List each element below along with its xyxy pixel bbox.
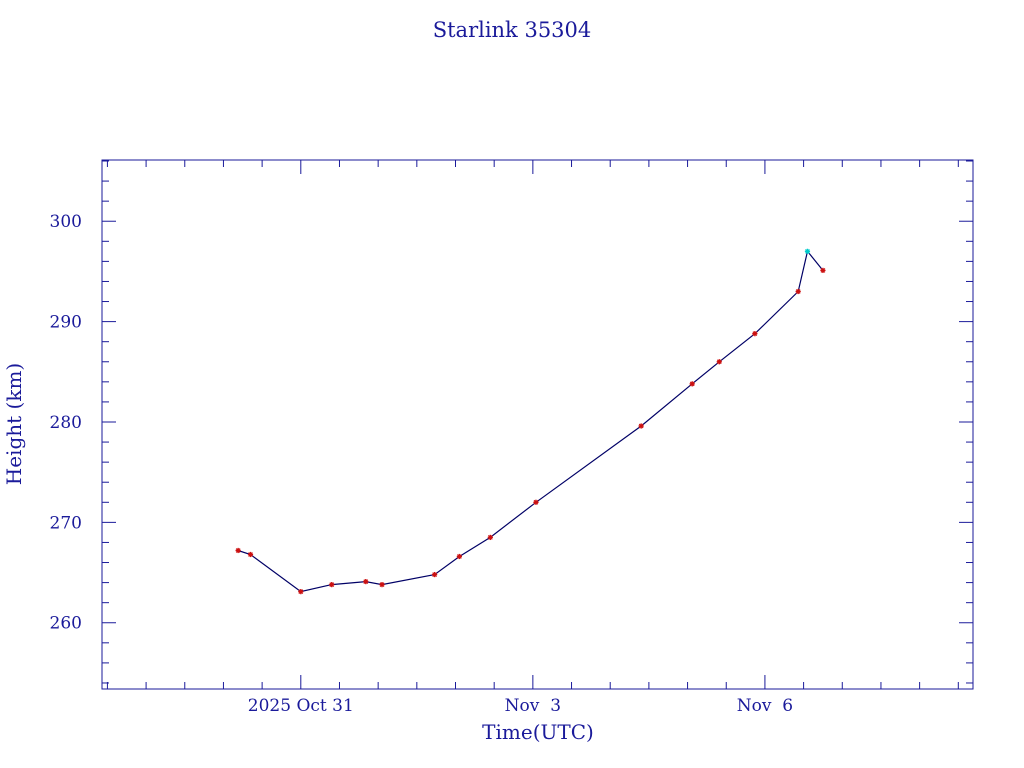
data-point [795,288,801,295]
plot-frame [101,159,974,690]
data-point [247,551,254,558]
data-point [487,534,493,541]
data-point [752,331,758,337]
y-tick-label: 300 [50,212,82,232]
x-tick-label: Nov 6 [737,696,793,716]
data-point [804,248,811,254]
data-points [235,248,826,595]
data-point [379,582,385,588]
data-point [533,499,539,505]
y-tick-label: 270 [50,513,82,533]
data-point [432,571,438,578]
y-axis-label: Height (km) [2,363,26,485]
data-point [235,547,241,554]
data-point [716,359,722,365]
data-point [456,553,462,560]
data-point [363,578,369,585]
x-axis: 2025 Oct 31 Nov 3 Nov 6 [106,160,959,716]
chart-title: Starlink 35304 [433,18,592,42]
series-line [237,249,824,593]
y-tick-label: 260 [50,614,82,634]
data-point [820,267,826,274]
data-point [329,582,335,588]
x-tick-label: 2025 Oct 31 [248,696,354,716]
y-tick-label: 280 [50,413,82,433]
data-point [298,589,304,595]
data-point [689,381,695,387]
y-axis: 260 270 280 290 300 [50,160,973,684]
y-tick-label: 290 [50,313,82,333]
x-tick-label: Nov 3 [505,696,561,716]
x-axis-label: Time(UTC) [482,720,594,744]
data-point [638,423,644,429]
